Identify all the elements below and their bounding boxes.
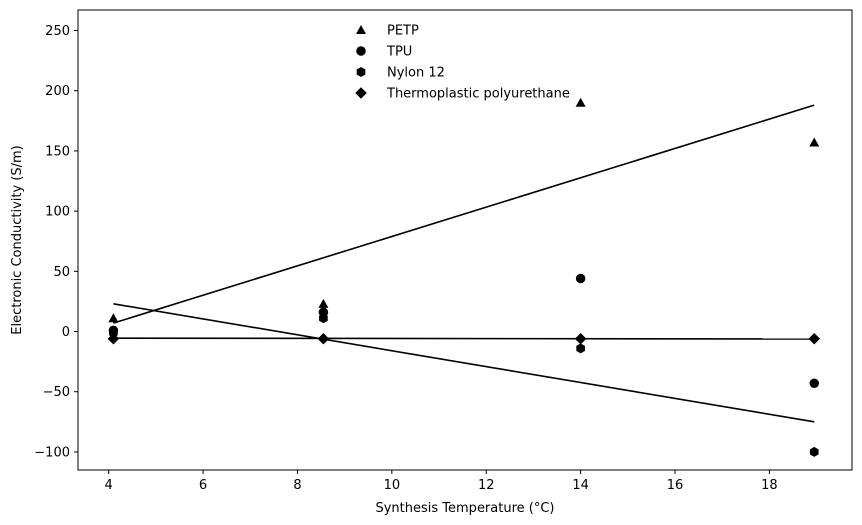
data-point-series-1 — [575, 97, 586, 107]
legend: PETP TPU Nylon 12 Thermoplastic polyurethan… — [355, 24, 570, 102]
y-tick-label: 150 — [45, 144, 70, 159]
legend-marker-3 — [356, 67, 366, 77]
y-axis-ticks: −100 −50 0 50 100 150 200 250 — [34, 24, 78, 460]
fit-line-4 — [113, 337, 815, 340]
y-tick-label: 200 — [45, 84, 70, 99]
fit-line-3 — [113, 303, 815, 423]
legend-label: TPU — [386, 45, 412, 60]
data-point-series-2 — [575, 273, 586, 284]
y-axis-label: Electronic Conductivity (S/m) — [10, 145, 25, 335]
y-tick-label: 250 — [45, 24, 70, 39]
data-point-series-4 — [107, 332, 120, 345]
x-tick-label: 4 — [105, 478, 113, 493]
y-tick-label: 50 — [53, 265, 70, 280]
y-tick-label: −100 — [34, 445, 70, 460]
data-point-series-3 — [809, 446, 819, 457]
data-point-series-1 — [318, 298, 329, 308]
legend-marker-4 — [355, 87, 367, 99]
data-point-series-3 — [576, 343, 585, 354]
x-tick-label: 12 — [478, 478, 495, 493]
legend-label: Thermoplastic polyurethane — [386, 87, 570, 102]
data-point-series-1 — [809, 137, 820, 147]
x-tick-label: 8 — [293, 478, 301, 493]
y-tick-label: 100 — [45, 205, 70, 220]
x-tick-label: 10 — [384, 478, 401, 493]
data-point-series-4 — [574, 332, 587, 345]
data-point-series-4 — [808, 332, 820, 345]
y-tick-label: 0 — [62, 325, 70, 340]
data-point-series-3 — [319, 313, 328, 324]
x-axis-label: Synthesis Temperature (°C) — [375, 501, 554, 516]
x-tick-label: 6 — [199, 478, 207, 493]
x-tick-label: 14 — [572, 478, 589, 493]
legend-marker-1 — [356, 25, 366, 34]
x-tick-label: 18 — [761, 478, 778, 493]
legend-label: PETP — [387, 24, 419, 39]
x-axis-ticks: 4 6 8 10 12 14 16 18 — [105, 470, 778, 493]
legend-marker-2 — [356, 46, 366, 56]
plot-frame — [77, 9, 853, 471]
data-point-series-2 — [809, 378, 819, 389]
x-tick-label: 16 — [667, 478, 684, 493]
data-point-series-2 — [318, 307, 329, 318]
fit-line-1 — [113, 104, 815, 324]
data-point-series-4 — [317, 332, 330, 345]
fit-lines — [113, 104, 815, 423]
legend-label: Nylon 12 — [387, 66, 445, 81]
data-markers — [107, 97, 820, 457]
data-point-series-1 — [108, 313, 119, 323]
y-tick-label: −50 — [43, 385, 70, 400]
